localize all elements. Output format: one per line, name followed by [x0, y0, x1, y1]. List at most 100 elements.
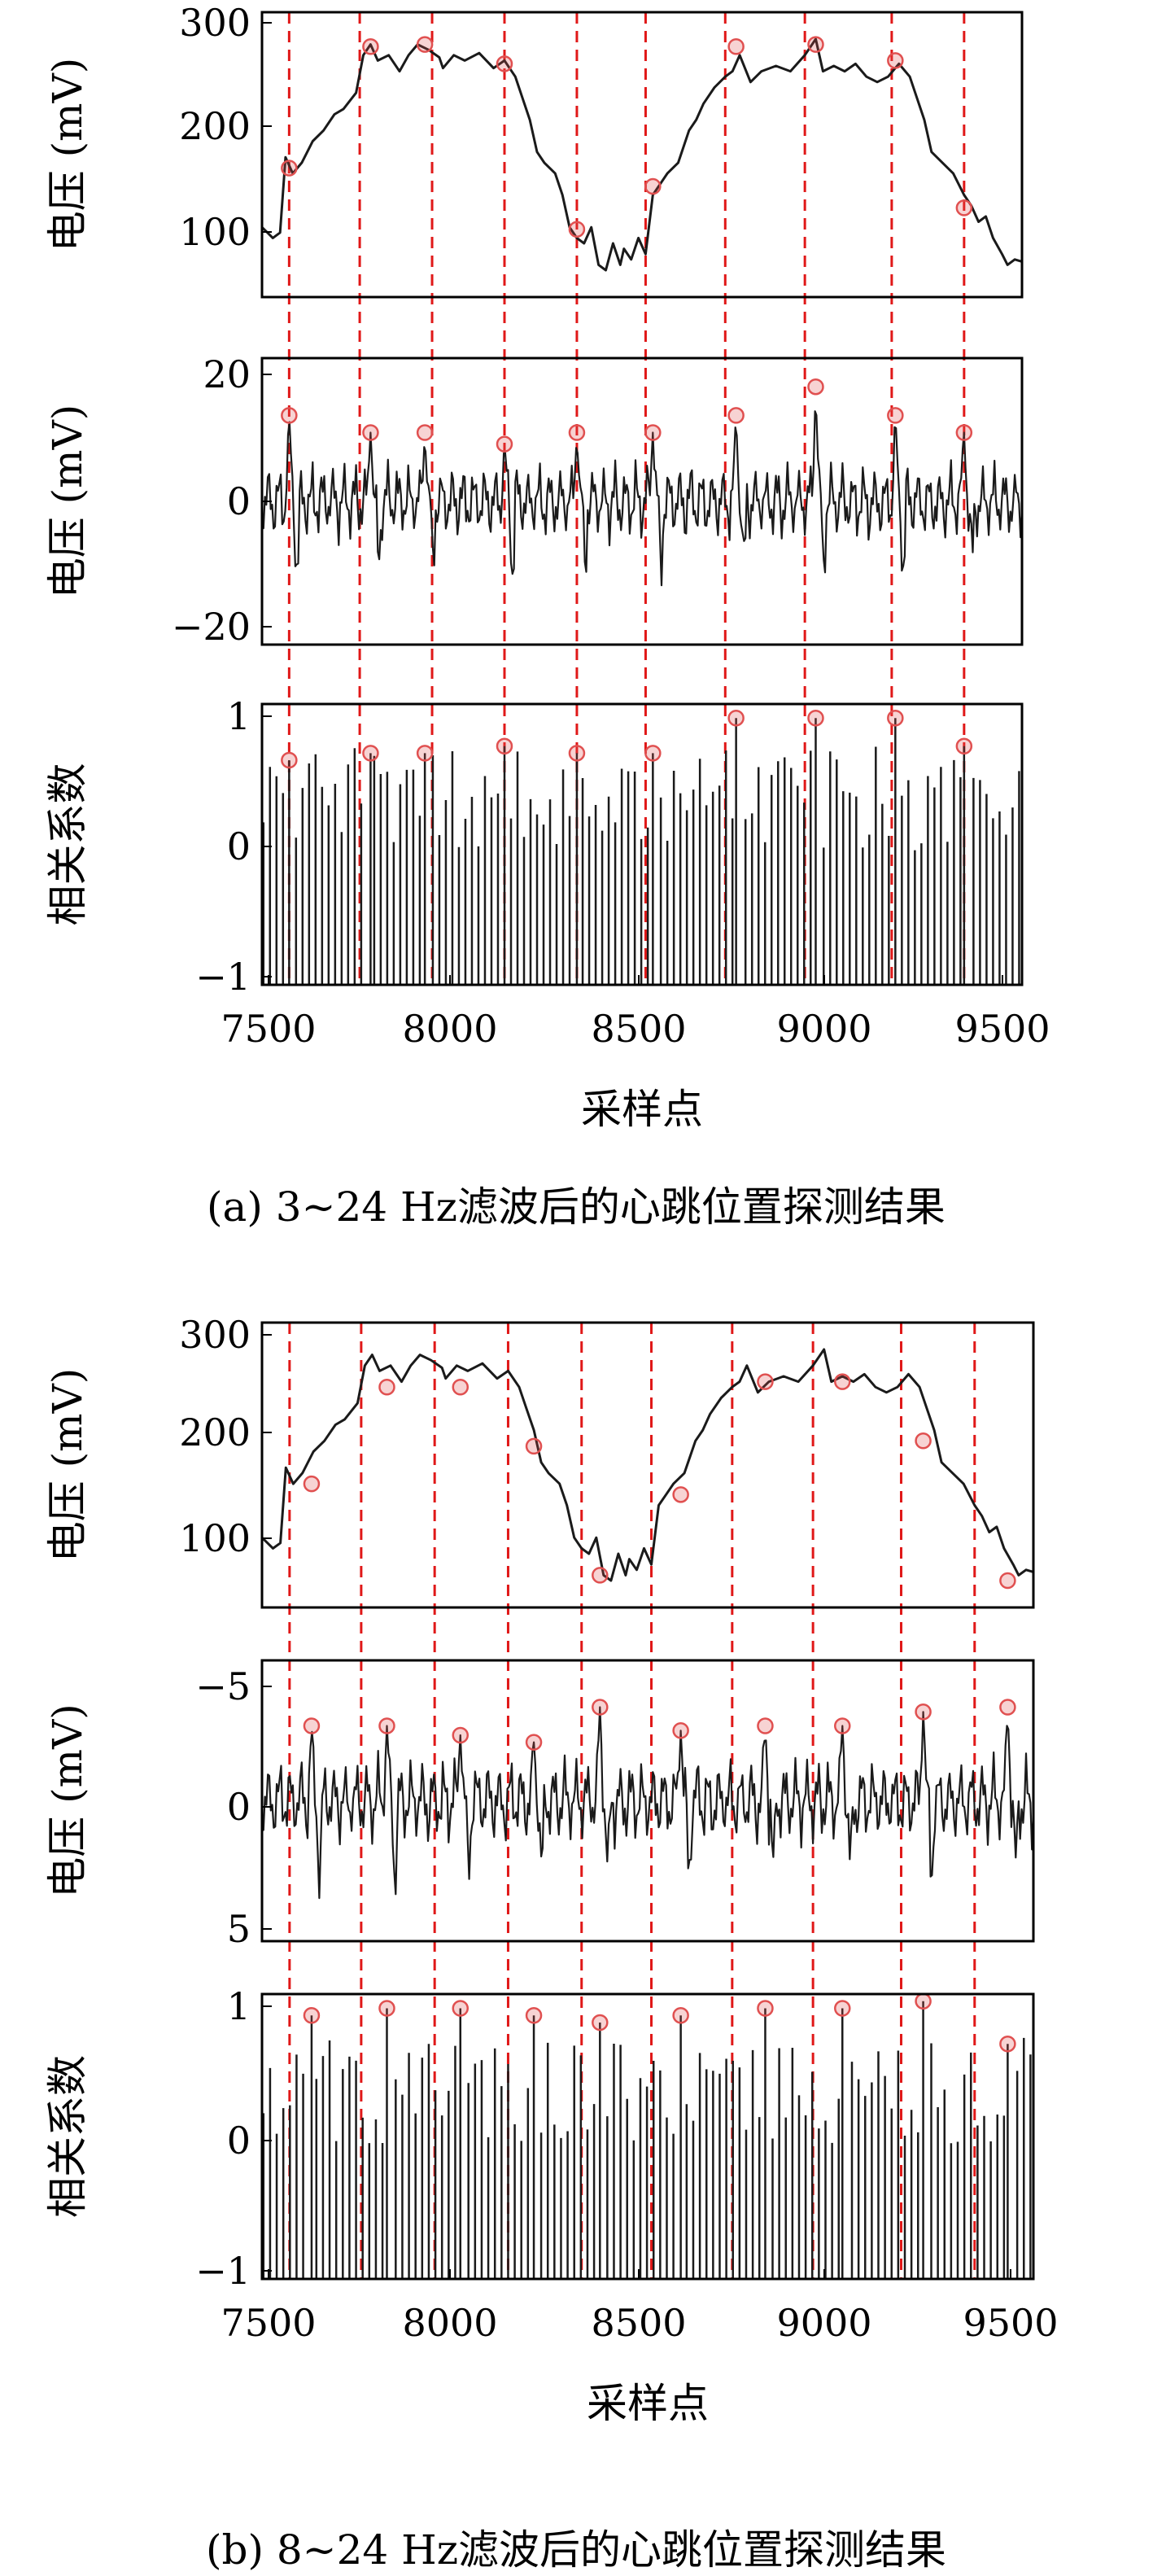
y-axis-label-b-raw: 电压 (mV) [44, 1368, 91, 1562]
peak-marker-b-filtered-7 [834, 1717, 851, 1734]
plot-frame-b-raw [260, 1321, 1035, 1609]
peak-marker-a-filtered-5 [644, 424, 662, 441]
y-tick-label-b-corr-0: 1 [227, 1984, 251, 2028]
chart-panel-a-filtered: −20 0 20 电压 (mV) [44, 352, 1024, 649]
series-line-b-raw [260, 1348, 1034, 1582]
y-axis-label-a-filtered: 电压 (mV) [44, 405, 91, 598]
peak-marker-b-raw-2 [452, 1378, 469, 1396]
x-tick-label-a-corr-1: 8000 [402, 1007, 497, 1051]
y-tick-label-a-raw-2: 300 [179, 1, 251, 45]
peak-marker-a-filtered-4 [568, 424, 586, 441]
peak-marker-b-corr-9 [999, 2036, 1016, 2053]
peak-marker-a-filtered-1 [362, 424, 379, 441]
y-tick-label-a-filtered-1: 0 [227, 479, 251, 523]
peak-marker-b-filtered-6 [757, 1717, 774, 1734]
x-tick-label-a-corr-3: 9000 [776, 1007, 871, 1051]
marker-lines-layer [287, 12, 976, 2279]
peak-marker-b-raw-3 [525, 1437, 543, 1455]
peak-marker-a-raw-8 [887, 52, 904, 69]
peak-marker-a-filtered-3 [496, 435, 513, 453]
x-tick-label-b-corr-2: 8500 [591, 2301, 686, 2345]
y-tick-label-a-corr-0: 1 [227, 694, 251, 738]
peak-marker-b-raw-8 [915, 1432, 932, 1450]
peak-marker-a-raw-2 [416, 36, 434, 53]
peak-marker-b-corr-1 [378, 2000, 395, 2017]
y-tick-label-a-filtered-2: 20 [203, 352, 251, 396]
peak-marker-b-corr-5 [672, 2007, 689, 2024]
peak-marker-b-filtered-5 [672, 1722, 689, 1739]
plot-frame-a-corr [260, 702, 1024, 986]
peak-marker-b-raw-9 [999, 1572, 1016, 1590]
peak-marker-a-raw-0 [281, 160, 298, 177]
y-tick-label-b-raw-2: 300 [179, 1313, 251, 1357]
peak-marker-a-corr-7 [807, 710, 824, 727]
y-tick-label-b-filtered-1: 0 [227, 1785, 251, 1829]
peak-marker-b-corr-6 [757, 2000, 774, 2017]
peak-marker-a-corr-5 [644, 745, 662, 762]
y-tick-label-a-corr-2: −1 [195, 955, 251, 999]
x-tick-label-a-corr-0: 7500 [221, 1007, 316, 1051]
x-tick-label-b-corr-0: 7500 [221, 2301, 316, 2345]
y-tick-label-a-raw-1: 200 [179, 104, 251, 148]
y-tick-label-b-raw-1: 200 [179, 1410, 251, 1454]
series-line-a-filtered [261, 410, 1024, 587]
peak-marker-b-filtered-0 [303, 1717, 321, 1734]
peak-marker-b-corr-4 [592, 2014, 609, 2031]
chart-panel-a-corr: 1 0 −1 相关系数 7500 8000 8500 9000 9500 采样点 [44, 694, 1050, 1133]
caption-a: (a) 3~24 Hz滤波后的心跳位置探测结果 [207, 1183, 946, 1231]
peak-marker-a-corr-8 [887, 710, 904, 727]
peak-marker-a-filtered-2 [416, 424, 434, 441]
y-tick-label-b-corr-2: −1 [195, 2249, 251, 2293]
x-tick-label-b-corr-1: 8000 [402, 2301, 497, 2345]
peak-marker-b-filtered-2 [452, 1726, 469, 1744]
peak-marker-a-filtered-9 [955, 424, 973, 441]
y-tick-label-b-corr-1: 0 [227, 2119, 251, 2163]
peak-marker-a-raw-6 [727, 38, 745, 55]
x-tick-label-a-corr-2: 8500 [591, 1007, 686, 1051]
peak-marker-b-filtered-1 [378, 1717, 395, 1734]
chart-panel-b-raw: 100 200 300 电压 (mV) [44, 1313, 1035, 1609]
peak-marker-b-corr-3 [525, 2007, 543, 2024]
peak-marker-a-filtered-6 [727, 407, 745, 424]
peak-marker-a-corr-1 [362, 745, 379, 762]
chart-panel-a-raw: 100 200 300 电压 (mV) [44, 1, 1024, 299]
plot-frame-b-corr [260, 1992, 1035, 2281]
peak-marker-a-corr-2 [416, 745, 434, 762]
x-axis-label-b-corr: 采样点 [587, 2380, 709, 2427]
peak-marker-b-raw-1 [378, 1378, 395, 1396]
peak-marker-a-filtered-8 [887, 407, 904, 424]
peak-marker-b-filtered-3 [525, 1734, 543, 1751]
peak-marker-a-raw-7 [807, 36, 824, 53]
plot-frame-b-filtered [260, 1659, 1035, 1943]
x-tick-label-b-corr-3: 9000 [776, 2301, 871, 2345]
peak-marker-b-filtered-4 [592, 1699, 609, 1716]
peak-marker-b-corr-0 [303, 2007, 321, 2024]
series-line-a-raw [260, 37, 1023, 272]
peak-marker-b-raw-7 [834, 1373, 851, 1390]
peak-marker-b-corr-8 [915, 1992, 932, 2010]
peak-marker-a-raw-1 [362, 38, 379, 55]
y-tick-label-b-filtered-2: −5 [195, 1664, 251, 1708]
peak-marker-b-filtered-9 [999, 1699, 1016, 1716]
peak-marker-b-corr-7 [834, 2000, 851, 2017]
chart-panel-b-corr: 1 0 −1 相关系数 7500 8000 8500 9000 9500 采样点 [44, 1984, 1059, 2427]
peak-marker-a-raw-9 [955, 199, 973, 216]
plot-frame-a-raw [260, 11, 1024, 299]
x-tick-label-a-corr-4: 9500 [954, 1007, 1050, 1051]
peak-marker-b-raw-0 [303, 1475, 321, 1493]
peak-marker-a-corr-4 [568, 745, 586, 762]
y-tick-label-a-corr-1: 0 [227, 824, 251, 868]
y-axis-label-a-corr: 相关系数 [44, 763, 91, 926]
peak-marker-b-corr-2 [452, 2000, 469, 2017]
y-tick-label-a-raw-0: 100 [179, 210, 251, 254]
y-tick-label-b-raw-0: 100 [179, 1516, 251, 1560]
series-line-b-filtered [261, 1706, 1035, 1900]
peak-marker-b-raw-6 [757, 1373, 774, 1390]
peak-marker-b-raw-5 [672, 1486, 689, 1503]
peak-marker-b-filtered-8 [915, 1703, 932, 1721]
y-axis-label-b-corr: 相关系数 [44, 2055, 91, 2218]
peak-marker-a-raw-3 [496, 55, 513, 72]
peak-marker-a-raw-5 [644, 177, 662, 195]
